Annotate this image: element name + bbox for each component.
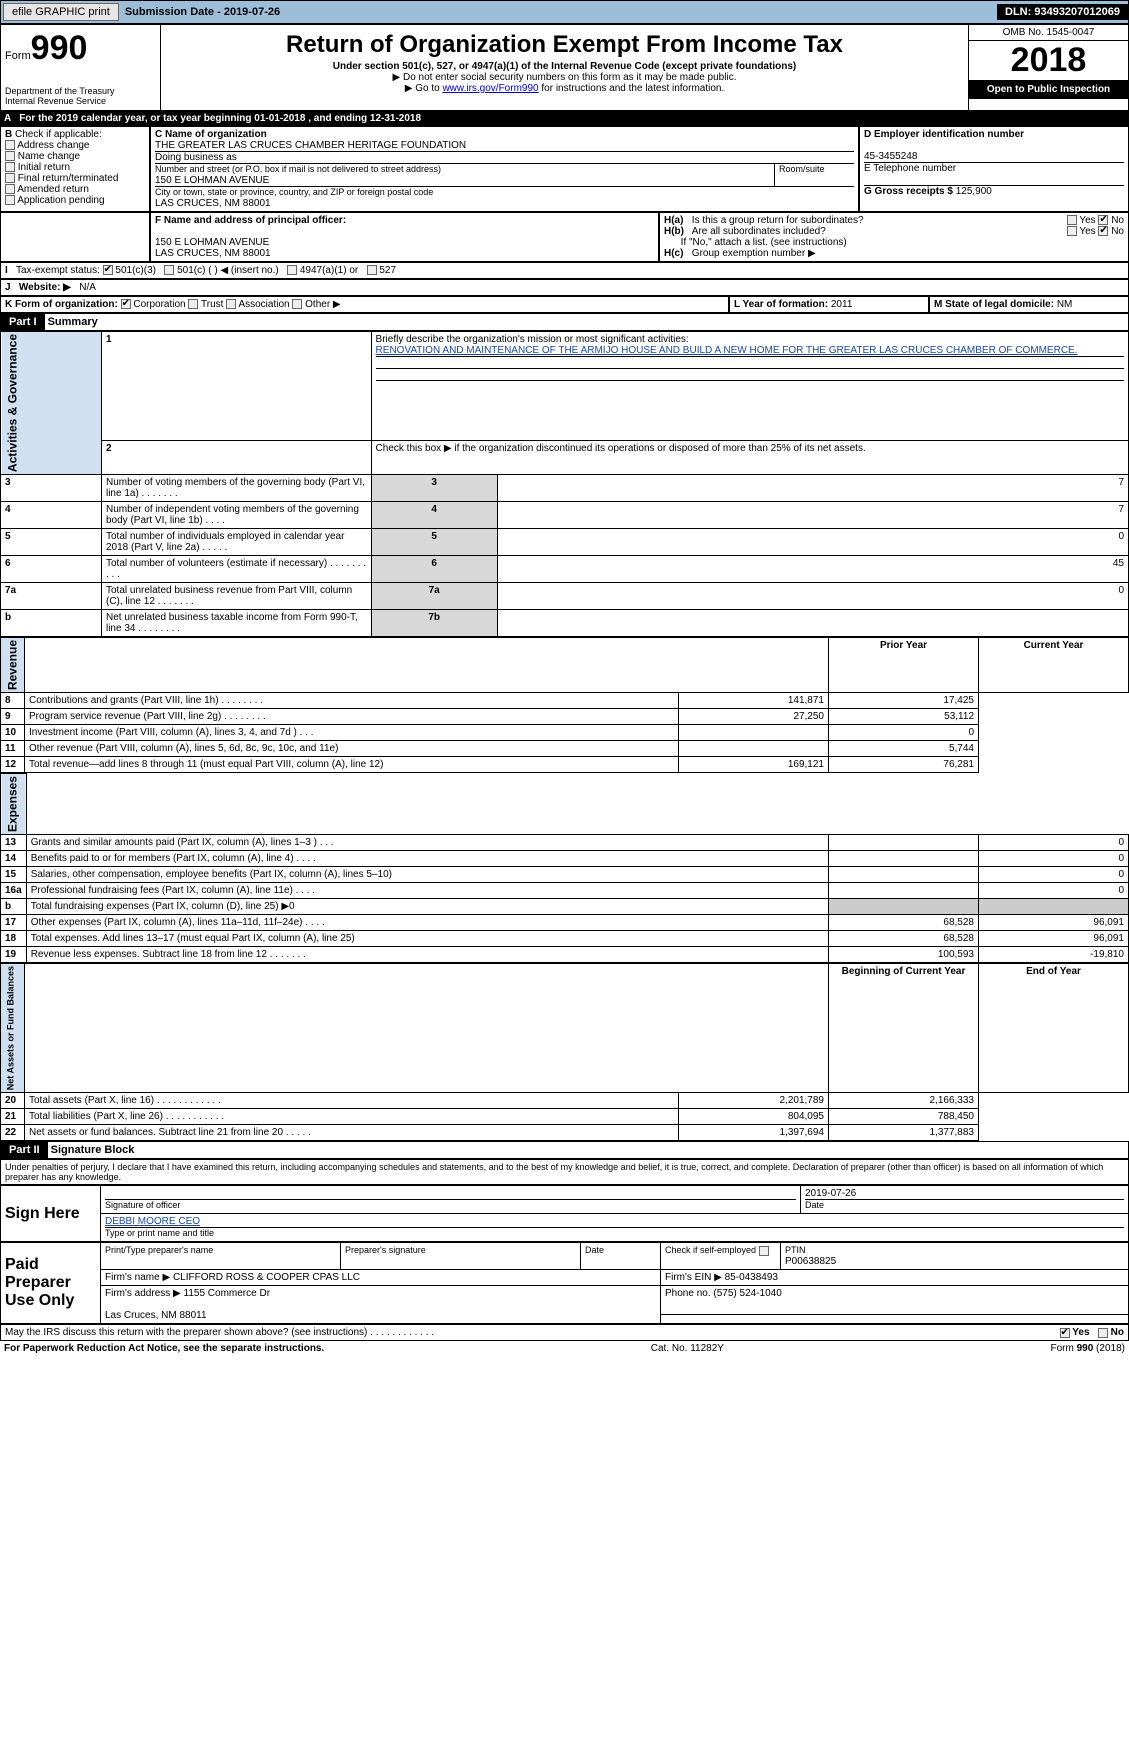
irs-label: Internal Revenue Service: [5, 96, 156, 106]
expenses-table: Expenses 13Grants and similar amounts pa…: [0, 773, 1129, 963]
dln: DLN: 93493207012069: [997, 4, 1128, 20]
status-501c[interactable]: [164, 265, 174, 275]
box-b-item: Address change: [5, 140, 145, 151]
exp-side-label: Expenses: [1, 774, 27, 835]
hb-yes[interactable]: [1067, 226, 1077, 236]
expense-row: bTotal fundraising expenses (Part IX, co…: [1, 899, 1129, 915]
revenue-row: 11Other revenue (Part VIII, column (A), …: [1, 741, 1129, 757]
perjury-statement: Under penalties of perjury, I declare th…: [0, 1159, 1129, 1185]
self-employed-check[interactable]: [759, 1246, 769, 1256]
gov-row: 6Total number of volunteers (estimate if…: [1, 556, 1129, 583]
org-name: THE GREATER LAS CRUCES CHAMBER HERITAGE …: [155, 140, 466, 151]
status-4947[interactable]: [287, 265, 297, 275]
gov-side-label: Activities & Governance: [1, 332, 102, 475]
ha-yes[interactable]: [1067, 215, 1077, 225]
expense-row: 13Grants and similar amounts paid (Part …: [1, 835, 1129, 851]
mission-text: RENOVATION AND MAINTENANCE OF THE ARMIJO…: [376, 345, 1078, 356]
revenue-row: 12Total revenue—add lines 8 through 11 (…: [1, 757, 1129, 773]
revenue-row: 9Program service revenue (Part VIII, lin…: [1, 709, 1129, 725]
ein: 45-3455248: [864, 151, 917, 162]
year-formation: 2011: [831, 299, 853, 310]
governance-table: Activities & Governance 1 Briefly descri…: [0, 331, 1129, 637]
discuss-yes[interactable]: [1060, 1328, 1070, 1338]
net-side-label: Net Assets or Fund Balances: [1, 964, 25, 1093]
firm-phone: (575) 524-1040: [713, 1288, 781, 1299]
net-row: 21Total liabilities (Part X, line 26) . …: [1, 1109, 1129, 1125]
website: N/A: [79, 282, 96, 293]
expense-row: 15Salaries, other compensation, employee…: [1, 867, 1129, 883]
expense-row: 18Total expenses. Add lines 13–17 (must …: [1, 931, 1129, 947]
gov-row: 5Total number of individuals employed in…: [1, 529, 1129, 556]
form-number: 990: [31, 29, 88, 67]
entity-block: B Check if applicable: Address change Na…: [0, 126, 1129, 212]
subtitle-1: Under section 501(c), 527, or 4947(a)(1)…: [165, 61, 964, 72]
officer-name: DEBBI MOORE CEO: [105, 1216, 200, 1227]
box-b-item: Name change: [5, 151, 145, 162]
part-ii-title: Signature Block: [51, 1144, 135, 1156]
submission-date: Submission Date - 2019-07-26: [121, 6, 284, 18]
revenue-table: Revenue Prior Year Current Year 8Contrib…: [0, 637, 1129, 773]
paid-preparer-block: Paid Preparer Use Only Print/Type prepar…: [0, 1242, 1129, 1324]
gross-receipts: 125,900: [956, 186, 992, 197]
efile-print-button[interactable]: efile GRAPHIC print: [3, 3, 119, 21]
state-domicile: NM: [1057, 299, 1073, 310]
sign-here-block: Sign Here Signature of officer 2019-07-2…: [0, 1185, 1129, 1242]
box-b-item: Final return/terminated: [5, 173, 145, 184]
revenue-row: 10Investment income (Part VIII, column (…: [1, 725, 1129, 741]
form-word: Form: [5, 50, 31, 62]
gov-row: 4Number of independent voting members of…: [1, 502, 1129, 529]
subtitle-3: ▶ Go to www.irs.gov/Form990 for instruct…: [165, 83, 964, 94]
omb-number: OMB No. 1545-0047: [969, 25, 1128, 41]
ptin: P00638825: [785, 1256, 836, 1267]
part-i-title: Summary: [48, 316, 98, 328]
discuss-no[interactable]: [1098, 1328, 1108, 1338]
irs-link[interactable]: www.irs.gov/Form990: [442, 83, 538, 94]
k-corp[interactable]: [121, 299, 131, 309]
k-trust[interactable]: [188, 299, 198, 309]
form-footer: For Paperwork Reduction Act Notice, see …: [0, 1341, 1129, 1356]
box-b-item: Amended return: [5, 184, 145, 195]
form-title: Return of Organization Exempt From Incom…: [167, 31, 962, 59]
box-b-item: Initial return: [5, 162, 145, 173]
open-to-public: Open to Public Inspection: [969, 80, 1128, 99]
box-b-item: Application pending: [5, 195, 145, 206]
expense-row: 19Revenue less expenses. Subtract line 1…: [1, 947, 1129, 963]
k-other[interactable]: [292, 299, 302, 309]
net-assets-table: Net Assets or Fund Balances Beginning of…: [0, 963, 1129, 1141]
street: 150 E LOHMAN AVENUE: [155, 175, 269, 186]
tax-year: 2018: [969, 41, 1128, 80]
dept-treasury: Department of the Treasury: [5, 86, 156, 96]
subtitle-2: ▶ Do not enter social security numbers o…: [165, 72, 964, 83]
status-527[interactable]: [367, 265, 377, 275]
line-a: A For the 2019 calendar year, or tax yea…: [0, 111, 1129, 126]
form-header: Form990 Department of the Treasury Inter…: [0, 24, 1129, 111]
hb-no[interactable]: [1098, 226, 1108, 236]
net-row: 20Total assets (Part X, line 16) . . . .…: [1, 1093, 1129, 1109]
revenue-row: 8Contributions and grants (Part VIII, li…: [1, 693, 1129, 709]
expense-row: 16aProfessional fundraising fees (Part I…: [1, 883, 1129, 899]
firm-name: CLIFFORD ROSS & COOPER CPAS LLC: [173, 1272, 360, 1283]
expense-row: 17Other expenses (Part IX, column (A), l…: [1, 915, 1129, 931]
net-row: 22Net assets or fund balances. Subtract …: [1, 1125, 1129, 1141]
k-assoc[interactable]: [226, 299, 236, 309]
gov-row: 3Number of voting members of the governi…: [1, 475, 1129, 502]
gov-row: bNet unrelated business taxable income f…: [1, 610, 1129, 637]
status-501c3[interactable]: [103, 265, 113, 275]
part-ii-header: Part II: [1, 1142, 48, 1158]
expense-row: 14Benefits paid to or for members (Part …: [1, 851, 1129, 867]
gov-row: 7aTotal unrelated business revenue from …: [1, 583, 1129, 610]
efile-bar: efile GRAPHIC print Submission Date - 20…: [0, 0, 1129, 24]
officer-block: F Name and address of principal officer:…: [0, 212, 1129, 262]
ha-no[interactable]: [1098, 215, 1108, 225]
firm-ein: 85-0438493: [725, 1272, 778, 1283]
rev-side-label: Revenue: [1, 638, 25, 693]
city-state-zip: LAS CRUCES, NM 88001: [155, 198, 271, 209]
part-i-header: Part I: [1, 314, 45, 330]
